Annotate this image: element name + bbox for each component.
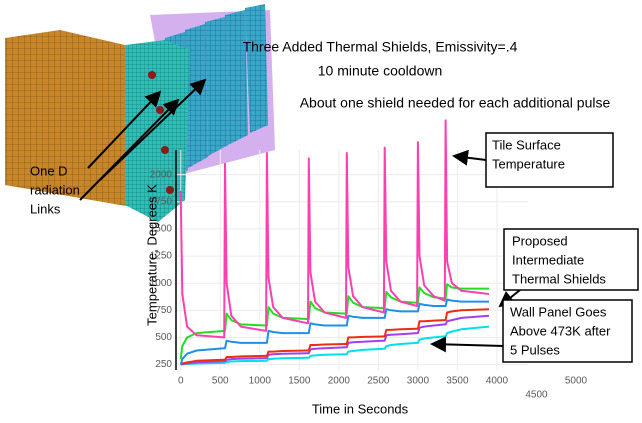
annotation-text: Thermal Shields xyxy=(512,271,606,286)
x-tick-label: 5000 xyxy=(565,376,588,387)
annotation-text: Intermediate xyxy=(512,252,584,267)
x-tick-label: 0 xyxy=(178,376,184,387)
x-tick-label: 3000 xyxy=(407,376,430,387)
y-tick-label: 2000 xyxy=(150,169,173,180)
annotation-text: Temperature xyxy=(492,156,565,171)
annotation-text: 5 Pulses xyxy=(510,342,560,357)
annotation-text: Proposed xyxy=(512,233,568,248)
annotation-text: Tile Surface xyxy=(492,137,561,152)
x-tick-label: 4000 xyxy=(486,376,509,387)
x-tick-label: 500 xyxy=(212,376,229,387)
page: {"chart_data": { "type": "line", "title"… xyxy=(0,0,642,423)
annotation-text: Links xyxy=(30,201,61,216)
x-tick-label: 1500 xyxy=(288,376,311,387)
y-axis-label: Temperature, Degrees K xyxy=(144,184,159,326)
annotation-text: Above 473K after xyxy=(510,323,611,338)
chart-title: Three Added Thermal Shields, Emissivity=… xyxy=(243,39,518,55)
x-tick-label: 2000 xyxy=(328,376,351,387)
y-tick-label: 500 xyxy=(155,332,172,343)
y-tick-label: 250 xyxy=(155,359,172,370)
chart-subtitle: 10 minute cooldown xyxy=(318,63,443,79)
x-axis-label: Time in Seconds xyxy=(312,401,409,416)
annotation-text: One D xyxy=(30,163,68,178)
x-tick-label: 4500 xyxy=(525,390,548,401)
chart-note: About one shield needed for each additio… xyxy=(300,95,611,111)
annotation-text: radiation xyxy=(30,182,80,197)
chart: 2505007501000125015001750200005001000150… xyxy=(0,0,642,423)
x-tick-label: 1000 xyxy=(249,376,272,387)
annotation-text: Wall Panel Goes xyxy=(510,304,607,319)
x-tick-label: 2500 xyxy=(367,376,390,387)
x-tick-label: 3500 xyxy=(446,376,469,387)
